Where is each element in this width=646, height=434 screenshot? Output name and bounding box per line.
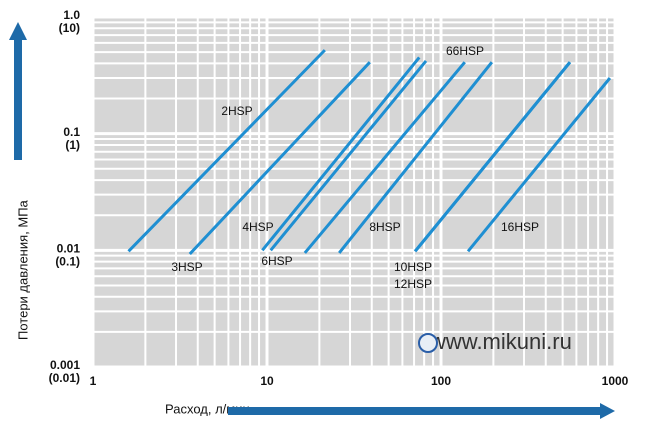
series-line <box>269 60 428 252</box>
series-label: 16HSP <box>501 220 539 234</box>
y-tick-sublabel: (0.01) <box>49 371 80 385</box>
series-line <box>303 61 466 254</box>
series-line <box>261 56 421 252</box>
y-tick-sublabel: (0.1) <box>55 255 80 269</box>
series-label: 2HSP <box>221 104 252 118</box>
watermark: www.mikuni.ru <box>429 329 572 354</box>
series-line <box>466 77 612 253</box>
y-tick-sublabel: (10) <box>59 21 80 35</box>
series-label: 3HSP <box>171 260 202 274</box>
series-line <box>188 61 371 256</box>
x-tick-label: 100 <box>431 374 451 388</box>
series-label: 4HSP <box>242 220 273 234</box>
y-arrow <box>9 22 27 160</box>
y-tick-label: 1.0 <box>63 8 80 22</box>
series-label: 66HSP <box>446 44 484 58</box>
logo <box>418 333 438 353</box>
series-label: 10HSP <box>394 260 432 274</box>
x-tick-label: 1000 <box>602 374 629 388</box>
y-axis-title: Потери давления, МПа <box>15 199 30 340</box>
series-label: 12HSP <box>394 277 432 291</box>
x-tick-label: 10 <box>260 374 274 388</box>
y-tick-sublabel: (1) <box>65 138 80 152</box>
y-tick-label: 0.1 <box>63 125 80 139</box>
x-arrow <box>228 403 615 419</box>
series-line <box>338 61 494 254</box>
y-tick-label: 0.01 <box>57 242 81 256</box>
y-tick-label: 0.001 <box>50 358 80 372</box>
x-tick-label: 1 <box>90 374 97 388</box>
series-line <box>127 49 326 253</box>
series-label: 8HSP <box>369 220 400 234</box>
series-line <box>413 61 572 253</box>
series-label: 6HSP <box>261 254 292 268</box>
